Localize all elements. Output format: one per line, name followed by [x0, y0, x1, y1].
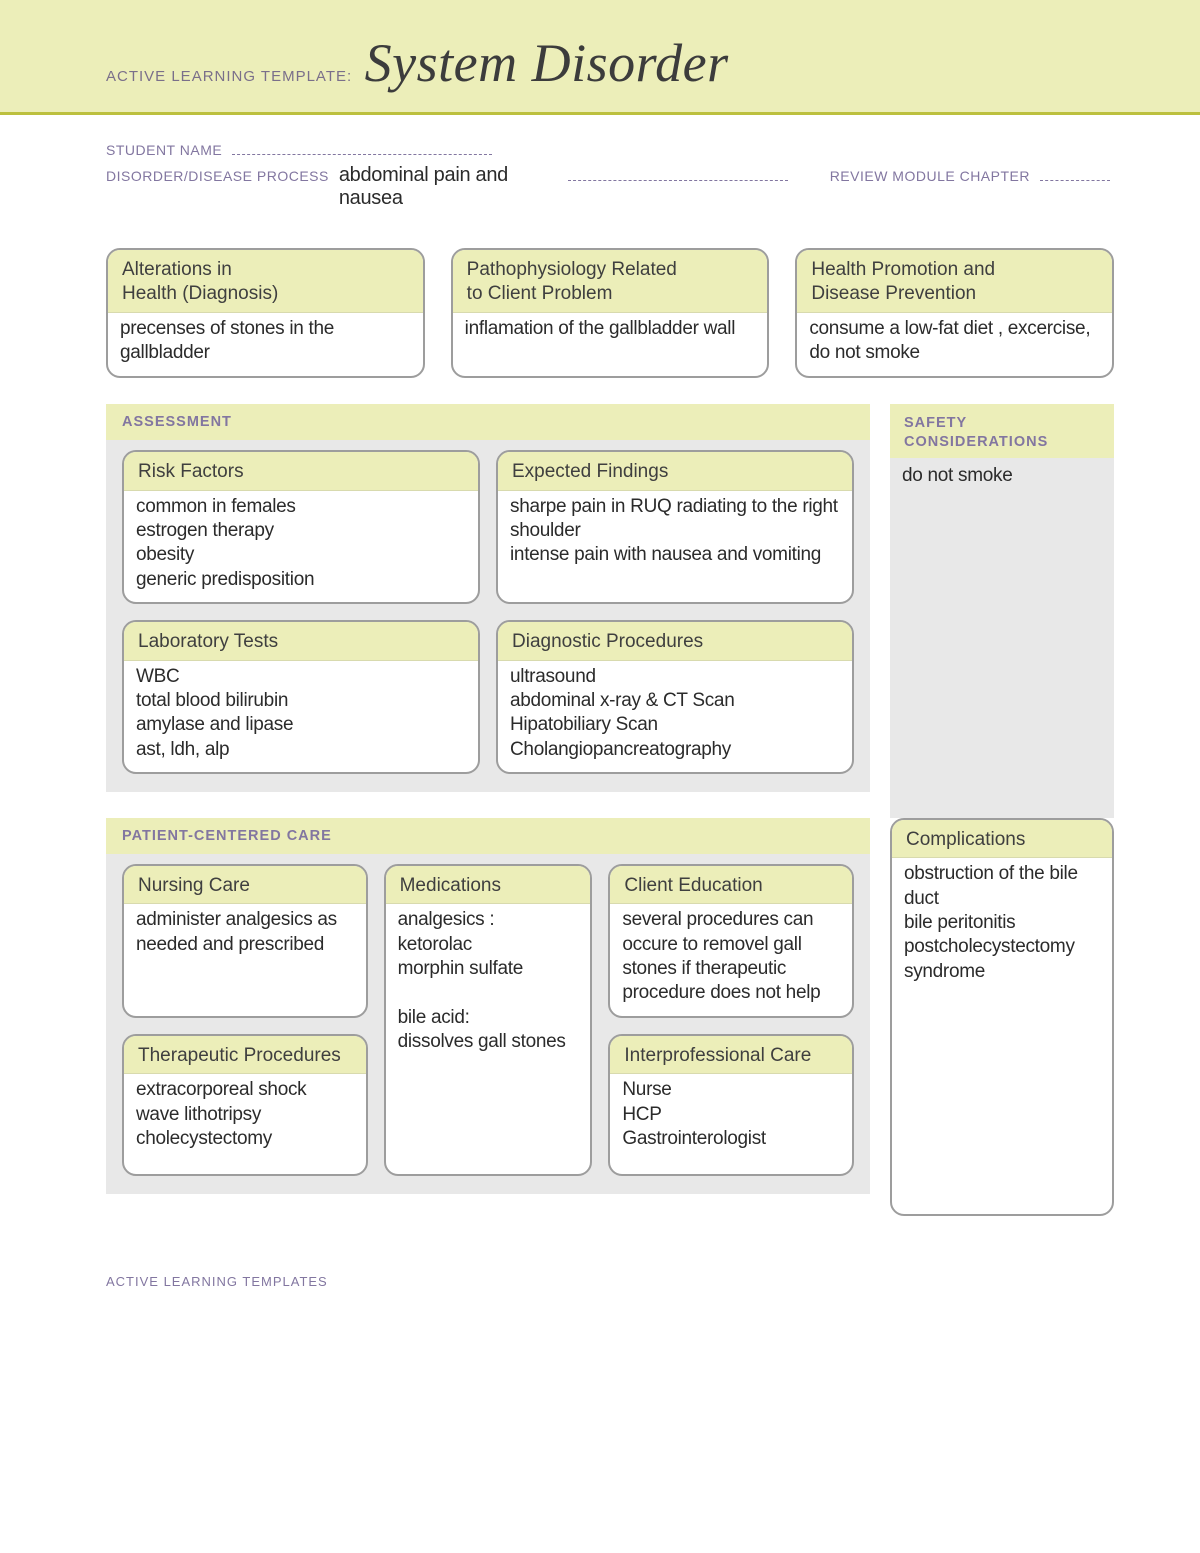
pathophysiology-title: Pathophysiology Related to Client Proble… [453, 250, 768, 313]
nursing-title: Nursing Care [124, 866, 366, 905]
nursing-body: administer analgesics as needed and pres… [124, 904, 366, 1014]
diagnostic-body: ultrasound abdominal x-ray & CT Scan Hip… [498, 661, 852, 772]
review-field[interactable] [1040, 167, 1110, 181]
therapeutic-card: Therapeutic Procedures extracorporeal sh… [122, 1034, 368, 1177]
review-label: REVIEW MODULE CHAPTER [830, 168, 1036, 184]
assessment-side: SAFETY CONSIDERATIONS do not smoke [890, 404, 1114, 818]
therapeutic-title: Therapeutic Procedures [124, 1036, 366, 1075]
medications-body: analgesics : ketorolac morphin sulfate b… [386, 904, 591, 1064]
risk-factors-body: common in females estrogen therapy obesi… [124, 491, 478, 602]
footer-text: ACTIVE LEARNING TEMPLATES [0, 1256, 1200, 1319]
medications-card: Medications analgesics : ketorolac morph… [384, 864, 593, 1177]
interprofessional-body: Nurse HCP Gastrointerologist [610, 1074, 852, 1161]
banner-title: System Disorder [365, 32, 729, 94]
diagnostic-card: Diagnostic Procedures ultrasound abdomin… [496, 620, 854, 774]
alterations-body: precenses of stones in the gallbladder [108, 313, 423, 376]
expected-findings-title: Expected Findings [498, 452, 852, 491]
banner-prefix: ACTIVE LEARNING TEMPLATE: [106, 68, 352, 85]
diagnostic-title: Diagnostic Procedures [498, 622, 852, 661]
interprofessional-card: Interprofessional Care Nurse HCP Gastroi… [608, 1034, 854, 1177]
header-banner: ACTIVE LEARNING TEMPLATE: System Disorde… [0, 0, 1200, 115]
page-root: ACTIVE LEARNING TEMPLATE: System Disorde… [0, 0, 1200, 1319]
health-promo-title: Health Promotion and Disease Prevention [797, 250, 1112, 313]
disorder-value: abdominal pain and nausea [335, 164, 565, 210]
pathophysiology-body: inflamation of the gallbladder wall [453, 313, 768, 351]
assessment-main: ASSESSMENT Risk Factors common in female… [106, 404, 870, 818]
student-name-label: STUDENT NAME [106, 142, 228, 158]
disorder-row: DISORDER/DISEASE PROCESS abdominal pain … [106, 164, 1114, 210]
top-boxes-row: Alterations in Health (Diagnosis) precen… [106, 248, 1114, 378]
health-promo-card: Health Promotion and Disease Prevention … [795, 248, 1114, 378]
complications-title: Complications [892, 820, 1112, 859]
client-ed-body: several procedures can occure to removel… [610, 904, 852, 1015]
alterations-title: Alterations in Health (Diagnosis) [108, 250, 423, 313]
lab-tests-card: Laboratory Tests WBC total blood bilirub… [122, 620, 480, 774]
assessment-section-title: ASSESSMENT [106, 404, 870, 440]
complications-body: obstruction of the bile duct bile perito… [892, 858, 1112, 1158]
safety-panel: SAFETY CONSIDERATIONS do not smoke [890, 404, 1114, 818]
pathophysiology-card: Pathophysiology Related to Client Proble… [451, 248, 770, 378]
nursing-card: Nursing Care administer analgesics as ne… [122, 864, 368, 1018]
assessment-row: ASSESSMENT Risk Factors common in female… [106, 404, 1114, 818]
student-name-row: STUDENT NAME [106, 141, 1114, 158]
care-grid: Nursing Care administer analgesics as ne… [106, 864, 870, 1177]
student-name-field[interactable] [232, 141, 492, 155]
client-ed-title: Client Education [610, 866, 852, 905]
assessment-grid: Risk Factors common in females estrogen … [106, 450, 870, 774]
therapeutic-body: extracorporeal shock wave lithotripsy ch… [124, 1074, 366, 1174]
care-section-title: PATIENT-CENTERED CARE [106, 818, 870, 854]
disorder-field-line[interactable] [568, 167, 788, 181]
client-ed-card: Client Education several procedures can … [608, 864, 854, 1018]
safety-title: SAFETY CONSIDERATIONS [890, 404, 1114, 458]
care-side: Complications obstruction of the bile du… [890, 818, 1114, 1217]
health-promo-body: consume a low-fat diet , excercise, do n… [797, 313, 1112, 376]
care-main: PATIENT-CENTERED CARE Nursing Care admin… [106, 818, 870, 1217]
care-row: PATIENT-CENTERED CARE Nursing Care admin… [106, 818, 1114, 1217]
expected-findings-body: sharpe pain in RUQ radiating to the righ… [498, 491, 852, 578]
complications-card: Complications obstruction of the bile du… [890, 818, 1114, 1217]
expected-findings-card: Expected Findings sharpe pain in RUQ rad… [496, 450, 854, 604]
safety-body: do not smoke [890, 458, 1114, 818]
risk-factors-card: Risk Factors common in females estrogen … [122, 450, 480, 604]
interprofessional-title: Interprofessional Care [610, 1036, 852, 1075]
assessment-panel: ASSESSMENT Risk Factors common in female… [106, 404, 870, 792]
lab-tests-title: Laboratory Tests [124, 622, 478, 661]
content-area: STUDENT NAME DISORDER/DISEASE PROCESS ab… [0, 115, 1200, 1256]
care-panel: PATIENT-CENTERED CARE Nursing Care admin… [106, 818, 870, 1195]
lab-tests-body: WBC total blood bilirubin amylase and li… [124, 661, 478, 772]
medications-title: Medications [386, 866, 591, 905]
alterations-card: Alterations in Health (Diagnosis) precen… [106, 248, 425, 378]
risk-factors-title: Risk Factors [124, 452, 478, 491]
disorder-label: DISORDER/DISEASE PROCESS [106, 168, 335, 184]
